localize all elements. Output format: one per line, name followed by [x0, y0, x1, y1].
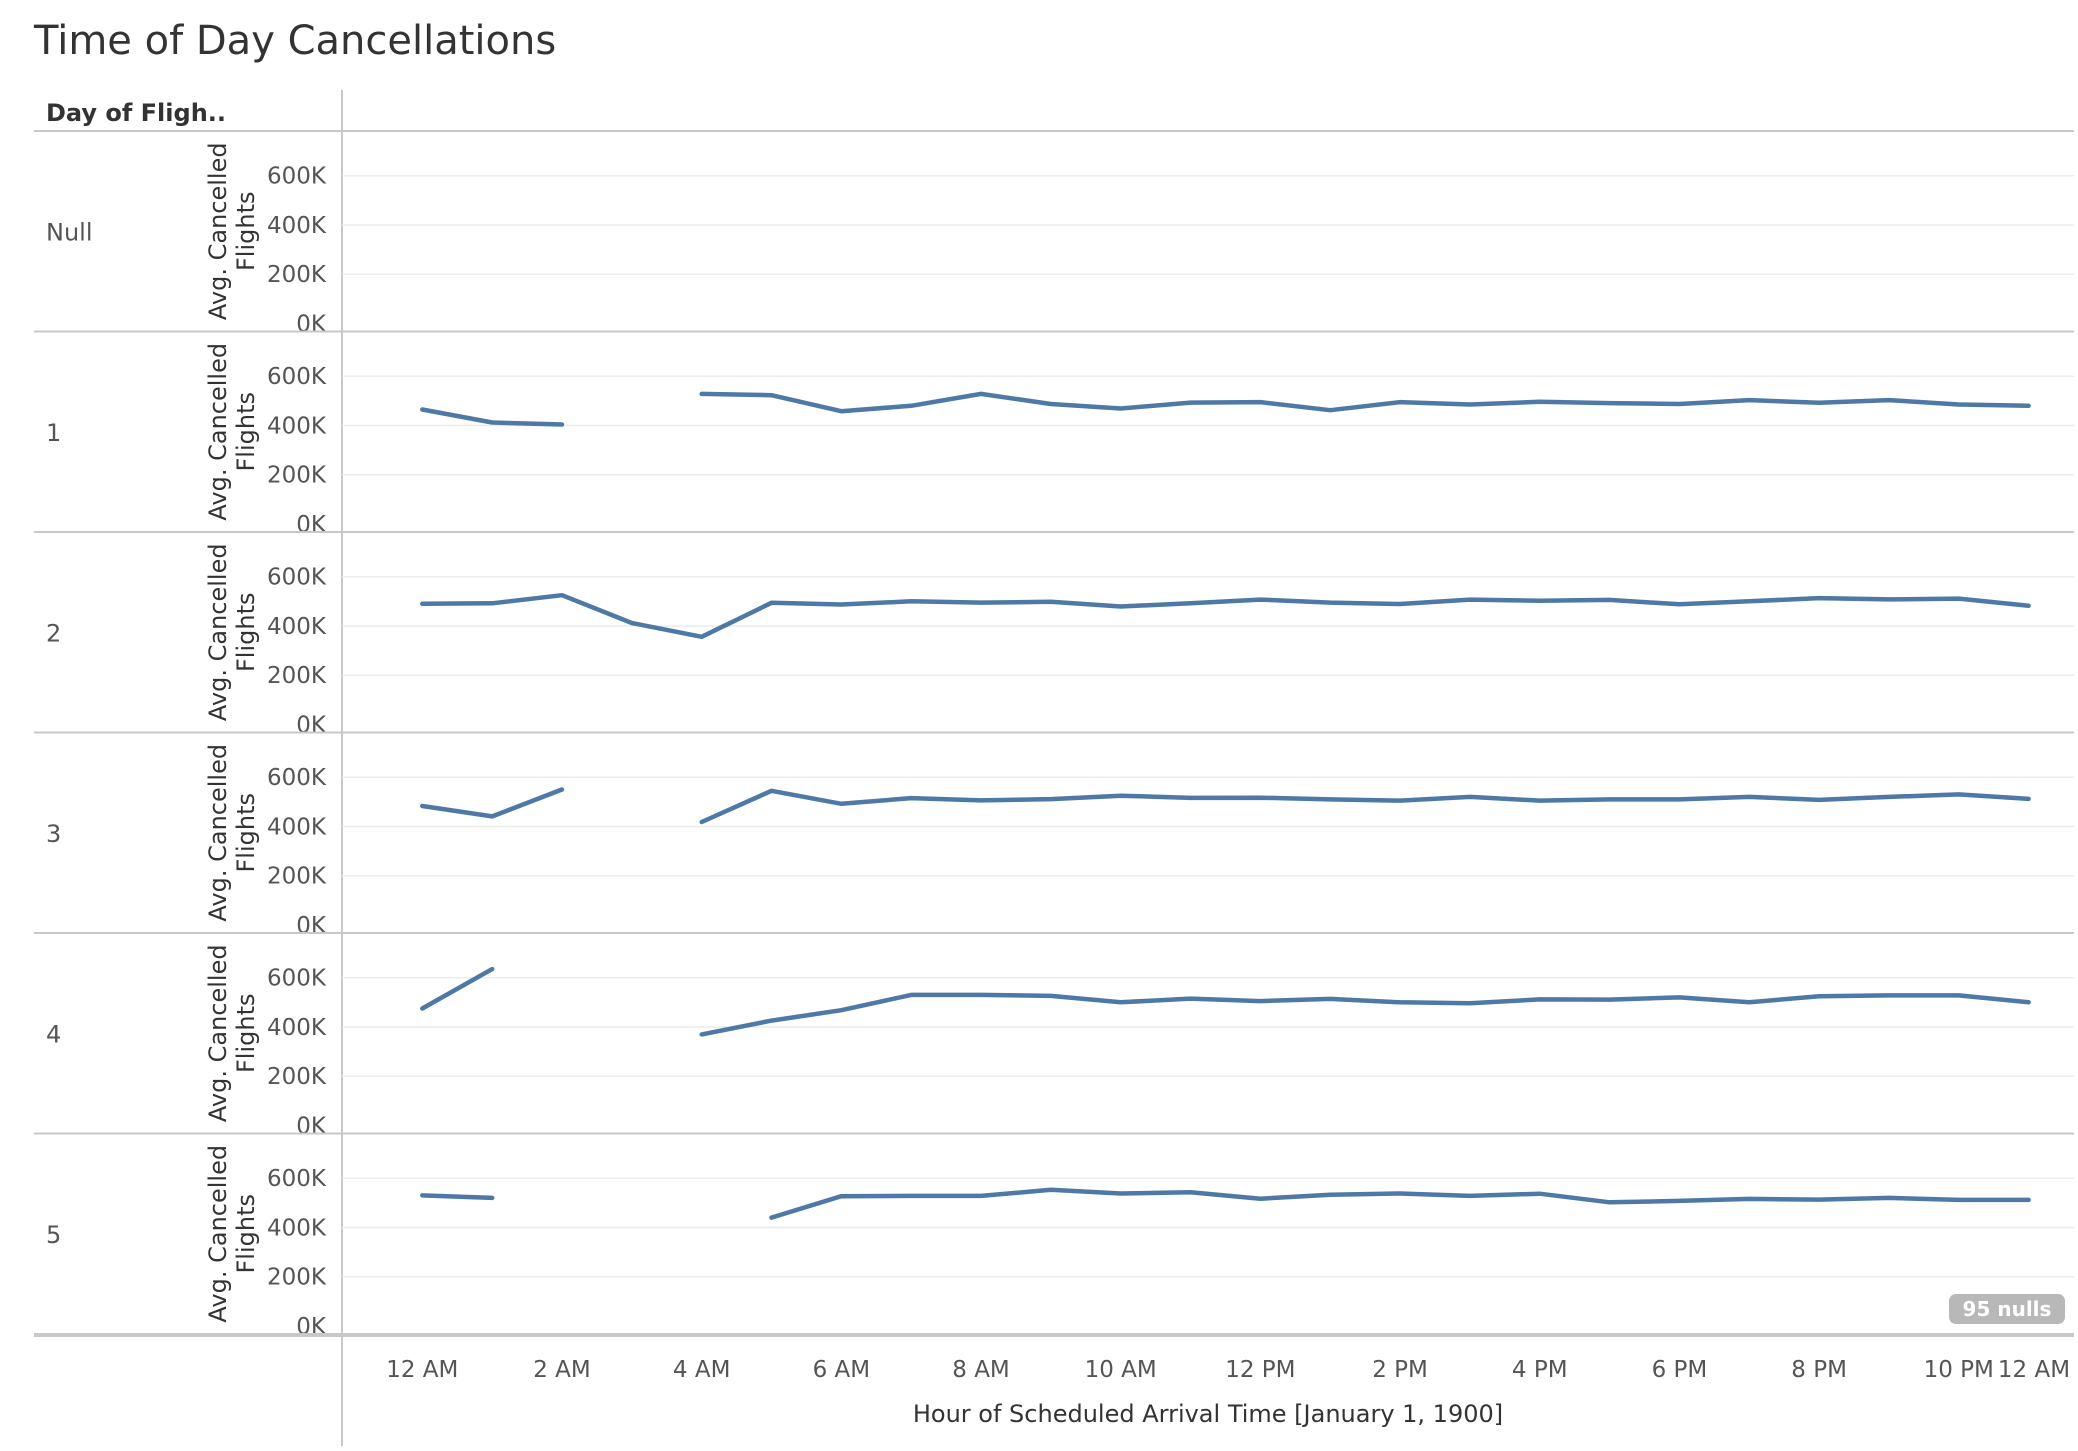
x-tick-label: 2 PM — [1372, 1357, 1428, 1383]
x-tick-label: 2 AM — [533, 1357, 591, 1383]
y-tick-label: 600K — [267, 364, 327, 390]
y-axis-title: Avg. CancelledFlights — [204, 343, 260, 521]
y-tick-label: 600K — [267, 765, 327, 791]
series-line-segment — [699, 788, 2031, 825]
y-tick-label: 400K — [267, 213, 327, 239]
x-tick-label: 4 AM — [673, 1357, 731, 1383]
y-tick-label: 0K — [296, 312, 327, 338]
y-tick-label: 0K — [296, 913, 327, 939]
row-label: 3 — [46, 820, 61, 848]
row-label: 1 — [46, 419, 61, 447]
y-tick-label: 400K — [267, 1215, 327, 1241]
x-tick-label: 12 AM — [1998, 1357, 2070, 1383]
y-tick-label: 200K — [267, 262, 327, 288]
y-tick-label: 0K — [296, 512, 327, 538]
row-header-label: Day of Fligh.. — [46, 99, 226, 127]
y-tick-label: 400K — [267, 814, 327, 840]
y-tick-label: 200K — [267, 663, 327, 689]
series-line-segment — [699, 992, 2031, 1037]
y-tick-label: 600K — [267, 1166, 327, 1192]
x-axis-title: Hour of Scheduled Arrival Time [January … — [913, 1400, 1503, 1428]
row-label: Null — [46, 218, 93, 246]
series-line-segment — [420, 787, 565, 819]
x-tick-label: 4 PM — [1512, 1357, 1568, 1383]
y-tick-label: 200K — [267, 864, 327, 890]
y-axis-title: Avg. CancelledFlights — [204, 142, 260, 320]
x-tick-label: 10 AM — [1085, 1357, 1157, 1383]
y-tick-label: 0K — [296, 713, 327, 739]
series-line-segment — [699, 391, 2031, 414]
x-tick-label: 12 PM — [1225, 1357, 1295, 1383]
x-tick-label: 10 PM — [1924, 1357, 1994, 1383]
y-tick-label: 600K — [267, 164, 327, 190]
y-tick-label: 400K — [267, 1015, 327, 1041]
y-tick-label: 600K — [267, 565, 327, 591]
series-line-segment — [769, 1187, 2031, 1220]
series-line-segment — [420, 966, 495, 1011]
x-tick-label: 8 AM — [952, 1357, 1010, 1383]
chart-title: Time of Day Cancellations — [34, 18, 557, 64]
series-line-segment — [420, 407, 565, 427]
row-label: 5 — [46, 1221, 61, 1249]
x-tick-label: 8 PM — [1791, 1357, 1847, 1383]
series-line-segment — [420, 1193, 495, 1201]
y-tick-label: 400K — [267, 614, 327, 640]
series-line-segment — [420, 592, 2031, 640]
y-tick-label: 400K — [267, 413, 327, 439]
y-axis-title: Avg. CancelledFlights — [204, 1145, 260, 1323]
x-tick-label: 6 AM — [813, 1357, 871, 1383]
row-label: 4 — [46, 1020, 61, 1048]
y-tick-label: 200K — [267, 463, 327, 489]
x-tick-label: 6 PM — [1652, 1357, 1708, 1383]
y-tick-label: 200K — [267, 1265, 327, 1291]
y-axis-title: Avg. CancelledFlights — [204, 543, 260, 721]
y-tick-label: 200K — [267, 1064, 327, 1090]
y-tick-label: 0K — [296, 1114, 327, 1140]
y-tick-label: 600K — [267, 966, 327, 992]
nulls-badge[interactable]: 95 nulls — [1949, 1294, 2065, 1324]
x-tick-label: 12 AM — [386, 1357, 458, 1383]
y-axis-title: Avg. CancelledFlights — [204, 744, 260, 922]
y-axis-title: Avg. CancelledFlights — [204, 944, 260, 1122]
row-label: 2 — [46, 619, 61, 647]
